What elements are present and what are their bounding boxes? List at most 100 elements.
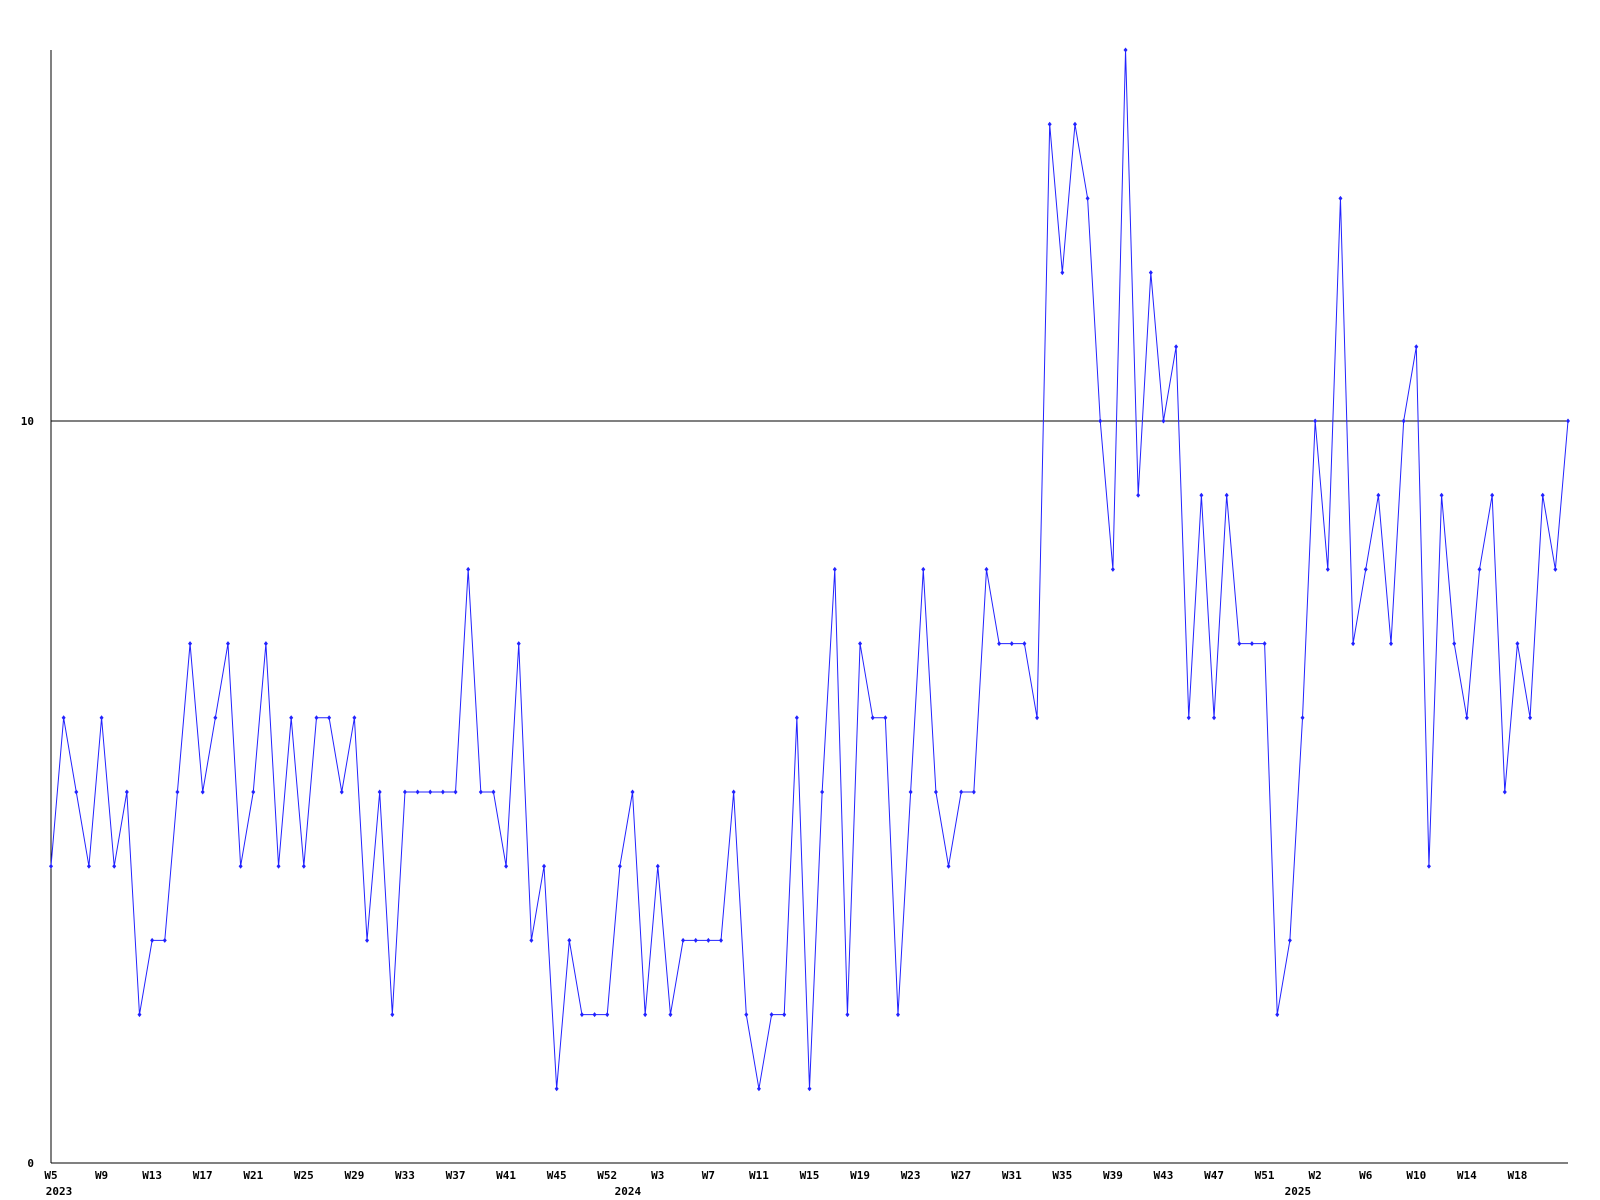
data-point — [1515, 641, 1520, 647]
data-point — [731, 789, 736, 795]
x-year-label: 2023 — [46, 1185, 73, 1198]
data-point — [706, 937, 711, 943]
x-tick-label: W7 — [702, 1169, 715, 1182]
data-point — [1287, 937, 1292, 943]
data-point — [1035, 715, 1040, 721]
data-point — [352, 715, 357, 721]
data-point — [377, 789, 382, 795]
data-point — [971, 789, 976, 795]
data-point — [681, 937, 686, 943]
x-tick-label: W15 — [800, 1169, 820, 1182]
data-point — [49, 863, 53, 869]
data-point — [997, 641, 1002, 647]
data-point — [820, 789, 825, 795]
data-point — [162, 937, 167, 943]
data-point — [124, 789, 129, 795]
x-tick-label: W9 — [95, 1169, 108, 1182]
data-point — [567, 937, 572, 943]
x-tick-label: W3 — [651, 1169, 664, 1182]
data-point — [301, 863, 306, 869]
data-point — [1224, 492, 1229, 498]
data-point — [1401, 418, 1406, 424]
data-point — [1363, 566, 1368, 572]
data-point — [1161, 418, 1166, 424]
data-point — [440, 789, 445, 795]
data-point — [1262, 641, 1267, 647]
data-point — [86, 863, 91, 869]
data-point — [1464, 715, 1469, 721]
data-point — [466, 566, 471, 572]
data-point — [832, 566, 837, 572]
data-point — [1490, 492, 1495, 498]
y-tick-label: 10 — [21, 415, 34, 428]
data-point — [605, 1012, 610, 1018]
data-point — [554, 1086, 559, 1092]
x-tick-label: W14 — [1457, 1169, 1477, 1182]
data-point — [984, 566, 989, 572]
data-point — [719, 937, 724, 943]
x-tick-label: W2 — [1309, 1169, 1322, 1182]
x-tick-label: W47 — [1204, 1169, 1224, 1182]
x-tick-label: W39 — [1103, 1169, 1123, 1182]
data-point — [1426, 863, 1431, 869]
data-point — [225, 641, 230, 647]
x-tick-label: W18 — [1507, 1169, 1527, 1182]
data-point — [579, 1012, 584, 1018]
data-point — [1249, 641, 1254, 647]
data-point — [188, 641, 193, 647]
data-point — [921, 566, 926, 572]
data-point — [1389, 641, 1394, 647]
x-tick-label: W21 — [243, 1169, 263, 1182]
data-point — [668, 1012, 673, 1018]
data-point — [74, 789, 79, 795]
data-point — [1199, 492, 1204, 498]
data-point — [1540, 492, 1545, 498]
data-point — [1414, 344, 1419, 350]
data-point — [263, 641, 268, 647]
data-point — [402, 789, 407, 795]
data-point — [643, 1012, 648, 1018]
data-point — [1060, 270, 1065, 276]
x-tick-label: W52 — [597, 1169, 617, 1182]
y-tick-label: 0 — [27, 1157, 34, 1170]
data-point — [1528, 715, 1533, 721]
data-point — [782, 1012, 787, 1018]
data-point — [1098, 418, 1103, 424]
data-point — [1085, 195, 1090, 201]
x-year-label: 2025 — [1285, 1185, 1312, 1198]
data-point — [1047, 121, 1052, 127]
x-tick-label: W51 — [1255, 1169, 1275, 1182]
data-point — [213, 715, 218, 721]
data-point — [693, 937, 698, 943]
data-point — [504, 863, 509, 869]
data-point — [365, 937, 370, 943]
data-point — [933, 789, 938, 795]
data-point — [946, 863, 951, 869]
data-point — [1338, 195, 1343, 201]
x-tick-label: W11 — [749, 1169, 769, 1182]
data-point — [1148, 270, 1153, 276]
data-point — [959, 789, 964, 795]
data-point — [1186, 715, 1191, 721]
data-point — [415, 789, 420, 795]
data-point — [314, 715, 319, 721]
data-point — [200, 789, 205, 795]
x-tick-label: W23 — [901, 1169, 921, 1182]
data-line — [50, 49, 1569, 1089]
data-point — [137, 1012, 142, 1018]
data-point — [1212, 715, 1217, 721]
x-tick-label: W43 — [1154, 1169, 1174, 1182]
data-point — [1123, 47, 1128, 53]
x-tick-label: W13 — [142, 1169, 162, 1182]
data-point — [529, 937, 534, 943]
x-tick-label: W41 — [496, 1169, 516, 1182]
data-point — [769, 1012, 774, 1018]
data-point — [289, 715, 294, 721]
data-point — [478, 789, 483, 795]
data-point — [908, 789, 913, 795]
data-point — [491, 789, 496, 795]
data-point — [327, 715, 332, 721]
data-point — [542, 863, 547, 869]
